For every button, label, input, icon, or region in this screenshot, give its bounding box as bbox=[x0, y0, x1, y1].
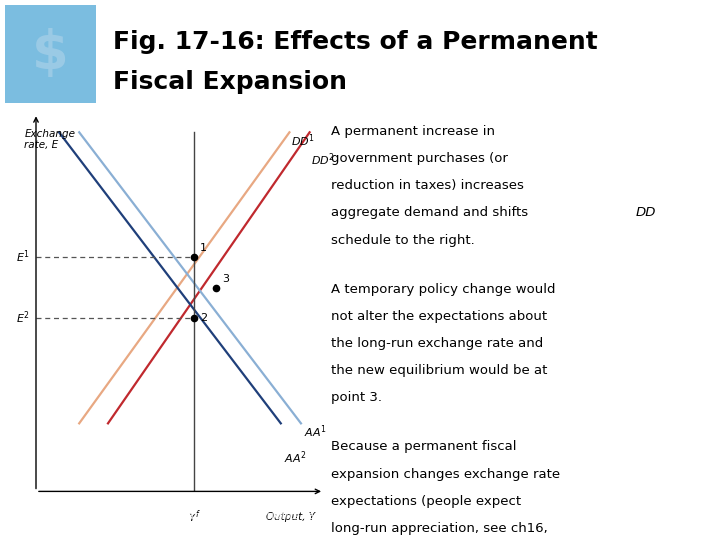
Text: reduction in taxes) increases: reduction in taxes) increases bbox=[331, 179, 524, 192]
Text: Fig. 17-16: Effects of a Permanent: Fig. 17-16: Effects of a Permanent bbox=[113, 30, 598, 54]
Text: $E^1$: $E^1$ bbox=[17, 249, 30, 265]
Text: $DD^1$: $DD^1$ bbox=[291, 132, 315, 149]
Text: point 3.: point 3. bbox=[331, 392, 382, 404]
Text: $Y^f$: $Y^f$ bbox=[188, 509, 201, 525]
FancyBboxPatch shape bbox=[5, 5, 96, 103]
Text: $AA^2$: $AA^2$ bbox=[284, 450, 307, 467]
Text: aggregate demand and shifts: aggregate demand and shifts bbox=[331, 206, 533, 219]
Text: $E^2$: $E^2$ bbox=[17, 309, 30, 326]
Text: $: $ bbox=[32, 28, 69, 80]
Text: $DD^2$: $DD^2$ bbox=[311, 151, 335, 168]
Text: government purchases (or: government purchases (or bbox=[331, 152, 508, 165]
Text: long-run appreciation, see ch16,: long-run appreciation, see ch16, bbox=[331, 522, 548, 535]
Text: expansion changes exchange rate: expansion changes exchange rate bbox=[331, 468, 560, 481]
Text: 3: 3 bbox=[222, 274, 229, 284]
Text: 17-37: 17-37 bbox=[677, 511, 709, 521]
Text: 2: 2 bbox=[200, 313, 207, 322]
Text: Copyright ©2015 Pearson Education, Inc.  All rights reserved.: Copyright ©2015 Pearson Education, Inc. … bbox=[11, 511, 355, 521]
Text: not alter the expectations about: not alter the expectations about bbox=[331, 310, 547, 323]
Text: Because a permanent fiscal: Because a permanent fiscal bbox=[331, 441, 517, 454]
Text: $AA^1$: $AA^1$ bbox=[304, 423, 327, 440]
Text: DD: DD bbox=[636, 206, 657, 219]
Text: 1: 1 bbox=[200, 243, 207, 253]
Text: Fiscal Expansion: Fiscal Expansion bbox=[113, 70, 347, 94]
Text: the long-run exchange rate and: the long-run exchange rate and bbox=[331, 337, 544, 350]
Text: schedule to the right.: schedule to the right. bbox=[331, 234, 475, 247]
Text: Output, Y: Output, Y bbox=[266, 512, 315, 522]
Text: A permanent increase in: A permanent increase in bbox=[331, 125, 495, 138]
Text: A temporary policy change would: A temporary policy change would bbox=[331, 282, 556, 295]
Text: the new equilibrium would be at: the new equilibrium would be at bbox=[331, 364, 548, 377]
Text: Exchange
rate, E: Exchange rate, E bbox=[24, 129, 76, 150]
Text: expectations (people expect: expectations (people expect bbox=[331, 495, 521, 508]
